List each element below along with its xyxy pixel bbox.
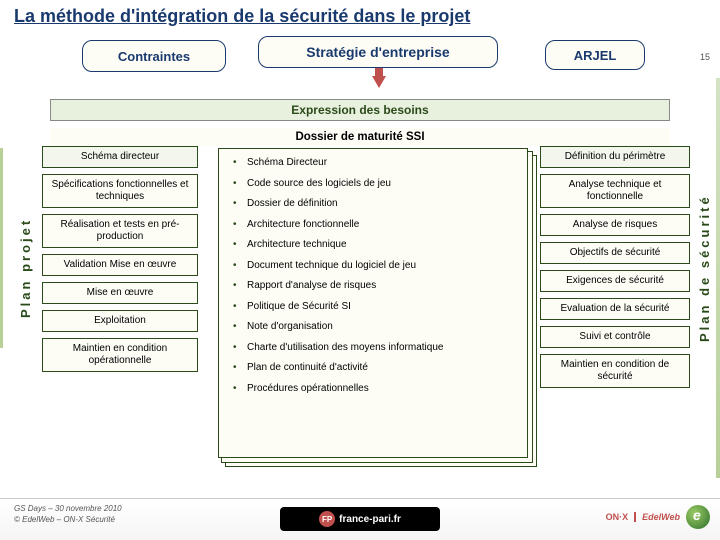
pill-contraintes: Contraintes <box>82 40 226 72</box>
fp-icon: FP <box>319 511 335 527</box>
footer-right-logos: ON·X EdelWeb <box>606 505 710 529</box>
left-box: Mise en œuvre <box>42 282 198 304</box>
right-box: Définition du périmètre <box>540 146 690 168</box>
right-box: Evaluation de la sécurité <box>540 298 690 320</box>
right-box: Maintien en condition de sécurité <box>540 354 690 388</box>
edelweb-icon <box>686 505 710 529</box>
slide-title: La méthode d'intégration de la sécurité … <box>14 6 470 27</box>
slide-number: 15 <box>700 52 710 62</box>
center-item: Charte d'utilisation des moyens informat… <box>239 338 519 359</box>
center-panel: Schéma DirecteurCode source des logiciel… <box>218 148 528 458</box>
left-box: Schéma directeur <box>42 146 198 168</box>
center-item: Dossier de définition <box>239 194 519 215</box>
center-item: Note d'organisation <box>239 317 519 338</box>
left-box: Exploitation <box>42 310 198 332</box>
left-box: Validation Mise en œuvre <box>42 254 198 276</box>
pill-strategie: Stratégie d'entreprise <box>258 36 498 68</box>
center-item: Plan de continuité d'activité <box>239 358 519 379</box>
columns-area: Plan projet Plan de sécurité Schéma dire… <box>0 148 720 468</box>
center-item: Architecture technique <box>239 235 519 256</box>
center-item: Code source des logiciels de jeu <box>239 174 519 195</box>
footer-copyright: © EdelWeb – ON-X Sécurité <box>14 514 122 525</box>
center-item: Rapport d'analyse de risques <box>239 276 519 297</box>
left-box: Réalisation et tests en pré-production <box>42 214 198 248</box>
right-box: Analyse de risques <box>540 214 690 236</box>
pill-arjel: ARJEL <box>545 40 645 70</box>
bar-expression-besoins: Expression des besoins <box>50 99 670 121</box>
left-box: Maintien en condition opérationnelle <box>42 338 198 372</box>
label-plan-securite: Plan de sécurité <box>697 158 712 378</box>
top-row: Contraintes Stratégie d'entreprise ARJEL <box>0 40 720 78</box>
footer-date: GS Days – 30 novembre 2010 <box>14 503 122 514</box>
label-plan-projet: Plan projet <box>18 188 33 348</box>
center-item: Politique de Sécurité SI <box>239 297 519 318</box>
edelweb-text: EdelWeb <box>642 512 680 522</box>
center-item: Schéma Directeur <box>239 153 519 174</box>
center-item: Procédures opérationnelles <box>239 379 519 400</box>
arrow-down-icon <box>372 76 386 88</box>
right-box: Suivi et contrôle <box>540 326 690 348</box>
right-box: Analyse technique et fonctionnelle <box>540 174 690 208</box>
right-column: Définition du périmètre Analyse techniqu… <box>540 146 690 394</box>
center-document-stack: Schéma DirecteurCode source des logiciel… <box>218 148 528 458</box>
footer-brand-francepari: FP france-pari.fr <box>280 507 440 531</box>
center-item: Architecture fonctionnelle <box>239 215 519 236</box>
left-column: Schéma directeur Spécifications fonction… <box>42 146 198 378</box>
footer: GS Days – 30 novembre 2010 © EdelWeb – O… <box>0 498 720 540</box>
onx-logo: ON·X <box>606 512 637 522</box>
footer-brand-text: france-pari.fr <box>339 514 401 525</box>
footer-left: GS Days – 30 novembre 2010 © EdelWeb – O… <box>14 503 122 525</box>
left-box: Spécifications fonctionnelles et techniq… <box>42 174 198 208</box>
right-box: Objectifs de sécurité <box>540 242 690 264</box>
center-list: Schéma DirecteurCode source des logiciel… <box>239 153 519 399</box>
center-item: Document technique du logiciel de jeu <box>239 256 519 277</box>
right-box: Exigences de sécurité <box>540 270 690 292</box>
bar-dossier-ssi: Dossier de maturité SSI <box>50 128 670 146</box>
